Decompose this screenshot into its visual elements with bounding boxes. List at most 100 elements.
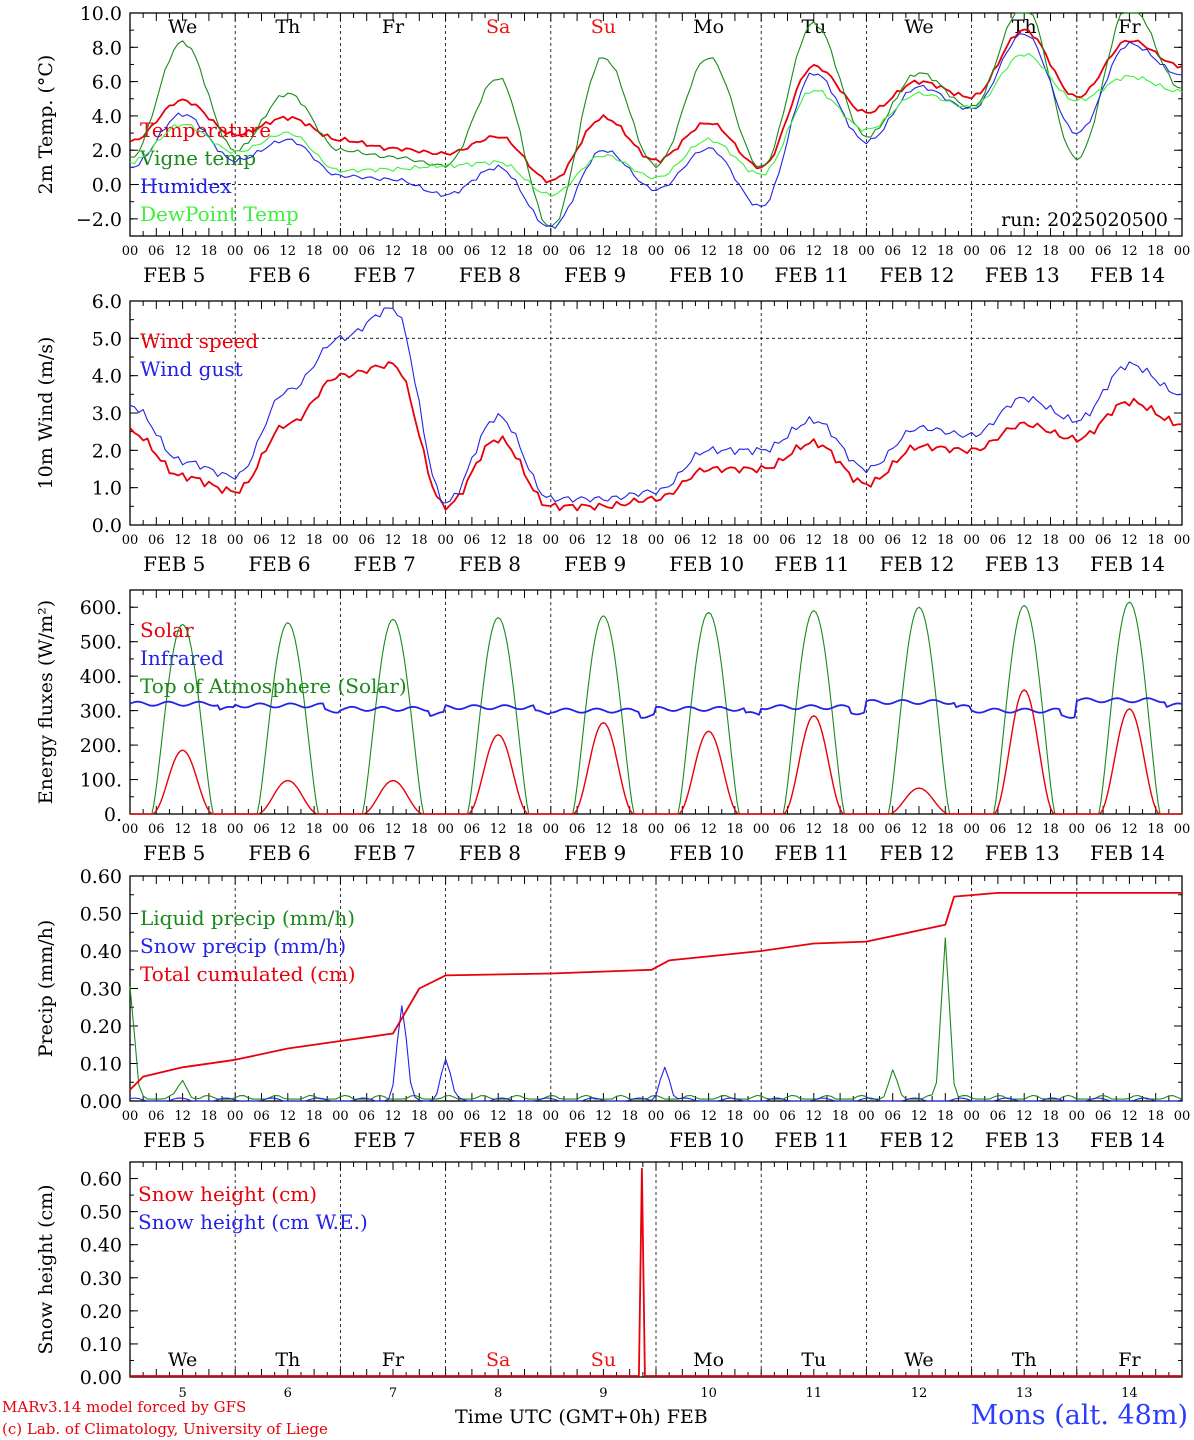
hour-label: 06: [884, 1109, 901, 1124]
hour-label: 12: [174, 533, 191, 548]
hour-label: 12: [280, 1109, 297, 1124]
snow-precip-line: [129, 1005, 1183, 1102]
legend-entry: Snow height (cm W.E.): [138, 1210, 368, 1234]
hour-label: 18: [411, 1109, 428, 1124]
hour-label: 00: [963, 822, 980, 837]
hour-label: 12: [385, 533, 402, 548]
hour-label: 12: [1016, 822, 1033, 837]
hour-label: 00: [753, 1109, 770, 1124]
date-label: FEB 7: [354, 841, 416, 865]
date-label: FEB 9: [564, 263, 626, 287]
date-label: FEB 14: [1090, 1128, 1165, 1152]
date-label: FEB 12: [880, 552, 955, 576]
date-label: FEB 5: [143, 841, 205, 865]
hour-label: 06: [884, 533, 901, 548]
hour-label: 18: [306, 1109, 323, 1124]
date-label: FEB 7: [354, 263, 416, 287]
run-annotation: run: 2025020500: [1001, 209, 1168, 231]
date-label: FEB 6: [248, 841, 310, 865]
y-tick-label: 0.40: [80, 1235, 122, 1257]
y-tick-label: 0.60: [80, 1169, 122, 1191]
date-label: FEB 8: [459, 263, 521, 287]
hour-label: 12: [595, 533, 612, 548]
hour-label: 12: [700, 1109, 717, 1124]
series-line-2: [129, 307, 1183, 504]
weekday-label: Fr: [1118, 1349, 1141, 1371]
date-label: FEB 12: [880, 263, 955, 287]
y-tick-label: 1.0: [92, 478, 122, 500]
y-tick-label: 0.00: [80, 1091, 122, 1113]
hour-label: 06: [990, 822, 1007, 837]
hour-label: 12: [595, 1109, 612, 1124]
weekday-label: We: [904, 16, 933, 38]
series-line-4: [129, 52, 1183, 197]
hour-label: 00: [1069, 822, 1086, 837]
hour-label: 00: [648, 244, 665, 259]
x-axis-label: Time UTC (GMT+0h) FEB: [455, 1406, 708, 1428]
hour-label: 12: [806, 244, 823, 259]
y-axis-label: 2m Temp. (°C): [35, 55, 57, 195]
hour-label: 12: [385, 244, 402, 259]
hour-label: 12: [806, 1109, 823, 1124]
weekday-label: Sa: [486, 16, 510, 38]
hour-label: 12: [1016, 533, 1033, 548]
hour-label: 12: [280, 533, 297, 548]
hour-label: 18: [306, 244, 323, 259]
legend-entry: Humidex: [140, 174, 232, 198]
hour-label: 12: [1016, 1109, 1033, 1124]
hour-label: 18: [411, 533, 428, 548]
hour-label: 18: [727, 533, 744, 548]
hour-label: 06: [1095, 1109, 1112, 1124]
date-label: FEB 14: [1090, 552, 1165, 576]
date-label: FEB 11: [774, 552, 849, 576]
hour-label: 12: [490, 244, 507, 259]
plot-frame: [129, 300, 1183, 526]
hour-label: 00: [437, 822, 454, 837]
date-label: FEB 6: [248, 1128, 310, 1152]
hour-label: 00: [858, 822, 875, 837]
series-line-3: [129, 33, 1183, 229]
hour-label: 12: [911, 244, 928, 259]
date-label: FEB 8: [459, 1128, 521, 1152]
hour-label: 12: [1121, 244, 1138, 259]
hour-label: 06: [990, 244, 1007, 259]
legend-entry: Liquid precip (mm/h): [140, 906, 355, 930]
hour-label: 06: [464, 244, 481, 259]
date-label: FEB 8: [459, 552, 521, 576]
y-tick-label: 400.: [80, 666, 122, 688]
hour-label: 12: [1121, 533, 1138, 548]
hour-label: 18: [1042, 1109, 1059, 1124]
hour-label: 18: [1147, 244, 1164, 259]
hour-label: 00: [858, 244, 875, 259]
hour-label: 06: [884, 822, 901, 837]
hour-label: 06: [779, 533, 796, 548]
hour-label: 18: [1042, 533, 1059, 548]
hour-label: 12: [490, 1109, 507, 1124]
y-tick-label: 0.30: [80, 979, 122, 1001]
hour-label: 12: [1121, 822, 1138, 837]
date-label: FEB 9: [564, 841, 626, 865]
hour-label: 00: [1174, 533, 1191, 548]
hour-label: 18: [832, 1109, 849, 1124]
date-label: FEB 10: [669, 841, 744, 865]
hour-label: 12: [280, 822, 297, 837]
weekday-label: Fr: [382, 16, 405, 38]
y-tick-label: 300.: [80, 701, 122, 723]
y-tick-label: 0.20: [80, 1301, 122, 1323]
y-tick-label: 200.: [80, 735, 122, 757]
date-label: FEB 13: [985, 1128, 1060, 1152]
hour-label: 00: [963, 1109, 980, 1124]
hour-label: 06: [990, 1109, 1007, 1124]
hour-label: 12: [806, 533, 823, 548]
y-tick-label: 5.0: [92, 328, 122, 350]
hour-label: 06: [358, 244, 375, 259]
legend-entry: Infrared: [140, 646, 224, 670]
date-label: FEB 5: [143, 263, 205, 287]
hour-label: 00: [332, 1109, 349, 1124]
hour-label: 12: [700, 244, 717, 259]
legend-entry: DewPoint Temp: [140, 202, 299, 226]
panel-1: −2.0 0.0 2.0 4.0 6.0 8.0 10.0 2m Temp. (°C) 00 06…: [35, 3, 1190, 287]
hour-label: 18: [1042, 822, 1059, 837]
hour-label: 06: [464, 533, 481, 548]
y-tick-label: 100.: [80, 770, 122, 792]
